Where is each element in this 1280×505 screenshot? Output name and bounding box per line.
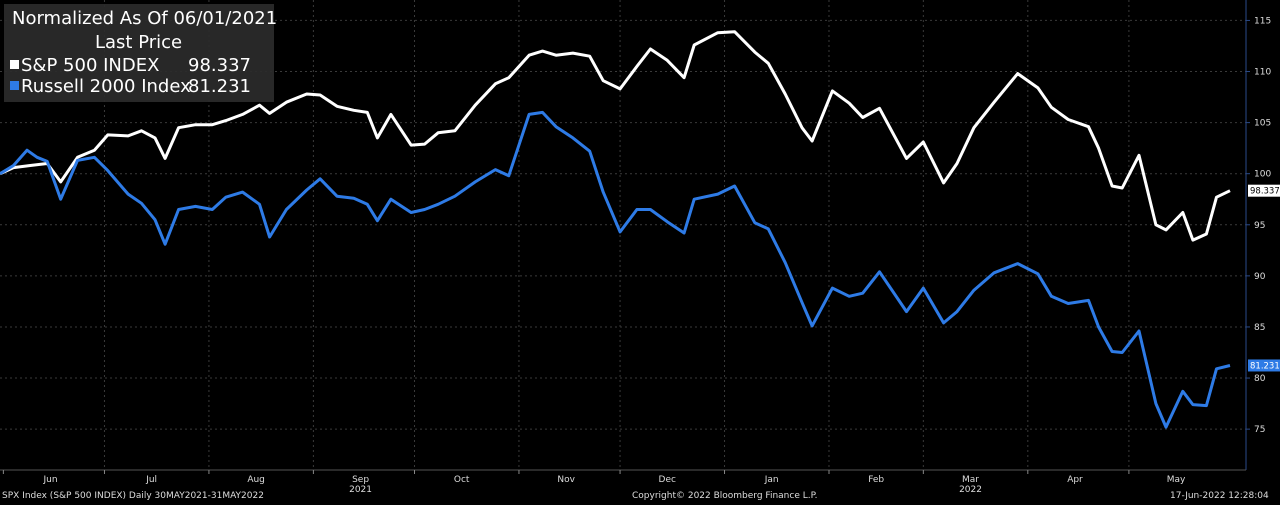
- legend-label-russell: Russell 2000 Index: [21, 76, 191, 97]
- legend-box: [4, 4, 274, 102]
- x-tick-label: Jul: [145, 475, 157, 485]
- x-tick-label: Feb: [868, 475, 884, 485]
- x-tick-label: Nov: [557, 475, 575, 485]
- y-tick-label: 115: [1254, 16, 1271, 26]
- x-tick-label: Oct: [454, 475, 470, 485]
- x-tick-label: Apr: [1067, 475, 1083, 485]
- x-tick-label: Jun: [43, 475, 58, 485]
- footer-timestamp: 17-Jun-2022 12:28:04: [1170, 491, 1269, 501]
- x-tick-label: Sep: [352, 475, 369, 485]
- legend-entry-russell: Russell 2000 Index 81.231: [10, 76, 251, 97]
- legend-label-sp500: S&P 500 INDEX: [21, 55, 160, 76]
- sp500-line: [0, 30, 1231, 242]
- x-tick-label: Aug: [247, 475, 265, 485]
- russell-last-value-label: 81.231: [1250, 361, 1280, 371]
- footer-copyright: Copyright© 2022 Bloomberg Finance L.P.: [632, 491, 818, 501]
- x-tick-label: May: [1167, 475, 1186, 485]
- legend-value-russell: 81.231: [188, 76, 251, 97]
- x-tick-label: Mar: [962, 475, 979, 485]
- x-year-label: 2022: [959, 485, 982, 495]
- y-tick-label: 105: [1254, 119, 1271, 129]
- chart-subtitle: Last Price: [95, 32, 183, 53]
- russell2000-line: [0, 110, 1231, 429]
- y-tick-label: 95: [1254, 221, 1265, 231]
- x-tick-label: Dec: [659, 475, 676, 485]
- legend-swatch-sp500: [10, 60, 19, 69]
- series-lines: [0, 30, 1231, 429]
- y-tick-label: 110: [1254, 68, 1271, 78]
- legend-entry-sp500: S&P 500 INDEX 98.337: [10, 55, 251, 76]
- last-value-tags: 98.337 81.231: [1248, 184, 1280, 372]
- legend-swatch-russell: [10, 81, 19, 90]
- y-tick-label: 100: [1254, 170, 1271, 180]
- x-year-label: 2021: [349, 485, 372, 495]
- y-tick-label: 75: [1254, 425, 1265, 435]
- x-axis-ticks: Jun Jul Aug Sep Oct Nov Dec Jan Feb Mar Apr May 2021…: [2, 470, 1186, 495]
- russell-last-value-box: [1248, 359, 1280, 372]
- sp500-last-value-label: 98.337: [1250, 187, 1280, 197]
- gridlines: [0, 0, 1246, 470]
- legend-value-sp500: 98.337: [188, 55, 251, 76]
- sp500-last-value-box: [1248, 184, 1280, 197]
- y-axis-ticks: 75 80 85 90 95 100 105 110 115: [1246, 16, 1271, 435]
- x-tick-label: Jan: [764, 475, 779, 485]
- y-tick-label: 80: [1254, 374, 1266, 384]
- chart-title: Normalized As Of 06/01/2021: [12, 8, 278, 29]
- footer-security-info: SPX Index (S&P 500 INDEX) Daily 30MAY202…: [2, 491, 264, 501]
- y-tick-label: 85: [1254, 323, 1265, 333]
- y-tick-label: 90: [1254, 272, 1266, 282]
